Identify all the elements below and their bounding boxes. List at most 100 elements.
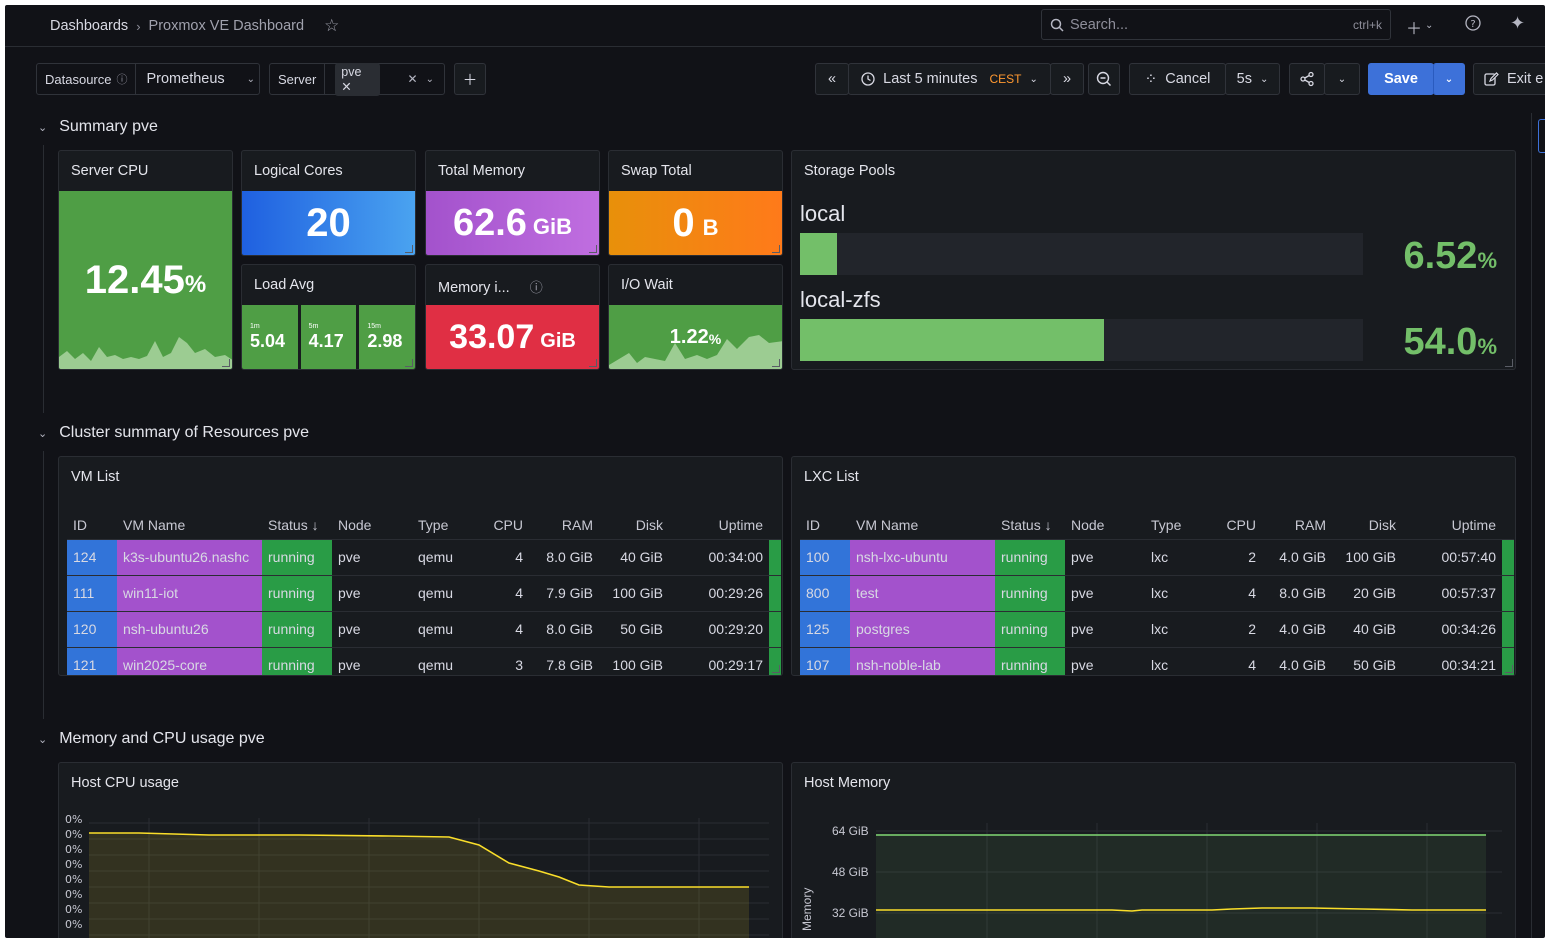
panel-host-cpu[interactable]: Host CPU usage 0% 0% 0% 0% 0% 0% 0% 0% [58, 762, 783, 938]
chevron-down-icon[interactable]: ⌄ [38, 121, 48, 134]
resize-handle[interactable] [772, 359, 780, 367]
datasource-variable[interactable]: Datasource ⓘ Prometheus ⌄ [36, 63, 260, 95]
server-select[interactable]: pve ✕ ✕ ⌄ [325, 62, 444, 96]
panel-storage-pools[interactable]: Storage Pools local 6.52% local-zfs 54.0% [791, 150, 1516, 370]
save-menu-button[interactable]: ⌄ [1433, 63, 1465, 95]
column-header[interactable]: CPU [479, 505, 529, 540]
resize-handle[interactable] [405, 245, 413, 253]
row-memory-cpu[interactable]: ⌄ Memory and CPU usage pve [38, 730, 265, 748]
column-header[interactable]: Status ↓ [262, 505, 332, 540]
panel-logical-cores[interactable]: Logical Cores 20 [241, 150, 416, 256]
column-header[interactable]: VM Name [117, 505, 262, 540]
table-row[interactable]: 111 win11-iot running pve qemu 4 7.9 GiB 100 Gi… [67, 575, 781, 612]
load-avg-item: 5m 4.17 [300, 305, 357, 369]
column-header[interactable]: RAM [529, 505, 599, 540]
resize-handle[interactable] [1505, 665, 1513, 673]
table-header: ID VM Name Status ↓ Node Type CPU RAM Disk Uptim… [67, 505, 781, 540]
zoom-out-button[interactable] [1088, 63, 1120, 95]
column-header[interactable]: Type [412, 505, 479, 540]
column-header[interactable]: VM Name [850, 505, 995, 540]
table-cell: win11-iot [117, 575, 262, 612]
panel-io-wait[interactable]: I/O Wait 1.22% [608, 264, 783, 370]
chevron-down-icon[interactable]: ⌄ [1425, 20, 1434, 31]
column-header[interactable]: Type [1145, 505, 1212, 540]
side-tab[interactable] [1538, 119, 1545, 153]
save-button[interactable]: Save [1368, 63, 1434, 95]
resize-handle[interactable] [772, 245, 780, 253]
table-cell: test [850, 575, 995, 612]
table-row[interactable]: 124 k3s-ubuntu26.nashc running pve qemu 4 8.0 … [67, 539, 781, 576]
column-header[interactable]: ID [800, 505, 850, 540]
table-row[interactable]: 125 postgres running pve lxc 2 4.0 GiB 40 GiB 00… [800, 611, 1514, 648]
column-header[interactable]: Node [332, 505, 412, 540]
table-cell: 100 GiB [599, 647, 669, 675]
clear-icon[interactable]: ✕ [407, 72, 418, 86]
status-bar [769, 647, 781, 675]
chevron-down-icon[interactable]: ⌄ [38, 733, 48, 746]
help-icon[interactable]: ? [1465, 15, 1481, 36]
exit-edit-button[interactable]: Exit e [1473, 63, 1545, 95]
table-row[interactable]: 120 nsh-ubuntu26 running pve qemu 4 8.0 GiB 50 … [67, 611, 781, 648]
column-header[interactable]: Uptime [669, 505, 769, 540]
row-summary[interactable]: ⌄ Summary pve [38, 118, 158, 136]
table-row[interactable]: 800 test running pve lxc 4 8.0 GiB 20 GiB 00:57:… [800, 575, 1514, 612]
time-range-picker[interactable]: Last 5 minutes CEST ⌄ [848, 63, 1051, 95]
memory-in-use-value: 33.07 [449, 317, 535, 356]
panel-vm-list[interactable]: VM List ID VM Name Status ↓ Node Type CPU RAM D… [58, 456, 783, 676]
resize-handle[interactable] [772, 665, 780, 673]
row-cluster-summary[interactable]: ⌄ Cluster summary of Resources pve [38, 424, 309, 442]
refresh-interval-picker[interactable]: 5s ⌄ [1225, 63, 1280, 95]
panel-server-cpu[interactable]: Server CPU 12.45% [58, 150, 233, 370]
column-header[interactable]: Status ↓ [995, 505, 1065, 540]
column-header[interactable]: Node [1065, 505, 1145, 540]
server-chip[interactable]: pve ✕ [335, 62, 380, 96]
table-row[interactable]: 121 win2025-core running pve qemu 3 7.8 GiB 100… [67, 647, 781, 675]
star-icon[interactable]: ☆ [324, 16, 340, 35]
cancel-button[interactable]: ⁘ Cancel [1129, 63, 1226, 95]
memory-in-use-unit: GiB [540, 329, 576, 352]
column-header[interactable]: Uptime [1402, 505, 1502, 540]
resize-handle[interactable] [589, 359, 597, 367]
panel-lxc-list[interactable]: LXC List ID VM Name Status ↓ Node Type CPU RAM… [791, 456, 1516, 676]
info-icon: ⓘ [116, 74, 128, 86]
info-icon[interactable]: ⓘ [529, 280, 543, 295]
share-button[interactable] [1289, 63, 1325, 95]
row-cluster-title: Cluster summary of Resources pve [59, 424, 310, 441]
datasource-select[interactable]: Prometheus ⌄ [136, 64, 265, 94]
table-row[interactable]: 100 nsh-lxc-ubuntu running pve lxc 2 4.0 GiB 10… [800, 539, 1514, 576]
chevron-down-icon: ⌄ [1259, 73, 1269, 85]
table-row[interactable]: 107 nsh-noble-lab running pve lxc 4 4.0 GiB 50 … [800, 647, 1514, 675]
column-header[interactable]: ID [67, 505, 117, 540]
close-icon[interactable]: ✕ [341, 79, 352, 94]
search-shortcut: ctrl+k [1352, 17, 1382, 32]
status-bar [769, 575, 781, 612]
resize-handle[interactable] [589, 245, 597, 253]
time-back-button[interactable]: « [815, 63, 849, 95]
plus-icon[interactable]: ＋ [1406, 21, 1423, 38]
panel-total-memory[interactable]: Total Memory 62.6 GiB [425, 150, 600, 256]
panel-host-memory[interactable]: Host Memory 64 GiB 48 GiB 32 GiB Memory [791, 762, 1516, 938]
table-cell: qemu [412, 575, 479, 612]
column-header[interactable]: RAM [1262, 505, 1332, 540]
panel-memory-in-use[interactable]: Memory i... ⓘ 33.07 GiB [425, 264, 600, 370]
resize-handle[interactable] [222, 359, 230, 367]
share-menu-button[interactable]: ⌄ [1324, 63, 1360, 95]
time-forward-button[interactable]: » [1050, 63, 1084, 95]
sparkle-icon[interactable]: ✦ [1510, 13, 1526, 33]
add-variable-button[interactable]: ＋ [454, 63, 486, 95]
chevron-down-icon[interactable]: ⌄ [38, 427, 48, 440]
resize-handle[interactable] [1505, 359, 1513, 367]
resize-handle[interactable] [405, 359, 413, 367]
panel-load-avg[interactable]: Load Avg 1m 5.04 5m 4.17 15m 2.98 [241, 264, 416, 370]
server-variable[interactable]: Server pve ✕ ✕ ⌄ [269, 62, 445, 96]
column-header[interactable]: Disk [1332, 505, 1402, 540]
column-header[interactable]: CPU [1212, 505, 1262, 540]
storage-pool-value: 54.0% [1403, 321, 1497, 364]
breadcrumb-dashboards[interactable]: Dashboards [50, 18, 129, 34]
load-avg-period: 5m [308, 323, 319, 330]
table-cell: 00:29:17 [669, 647, 769, 675]
table-cell: pve [332, 575, 412, 612]
search-input[interactable]: Search... ctrl+k [1041, 9, 1391, 40]
column-header[interactable]: Disk [599, 505, 669, 540]
